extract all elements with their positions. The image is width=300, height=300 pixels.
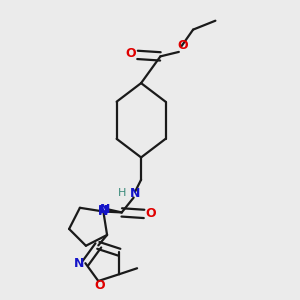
Text: H: H xyxy=(118,188,127,198)
Text: O: O xyxy=(177,39,188,52)
Text: N: N xyxy=(74,257,85,270)
Text: N: N xyxy=(100,203,111,216)
Text: N: N xyxy=(130,188,140,200)
Text: O: O xyxy=(94,279,105,292)
Text: O: O xyxy=(126,47,136,60)
Text: N: N xyxy=(98,204,109,217)
Text: O: O xyxy=(145,207,156,220)
Text: N: N xyxy=(98,205,109,218)
